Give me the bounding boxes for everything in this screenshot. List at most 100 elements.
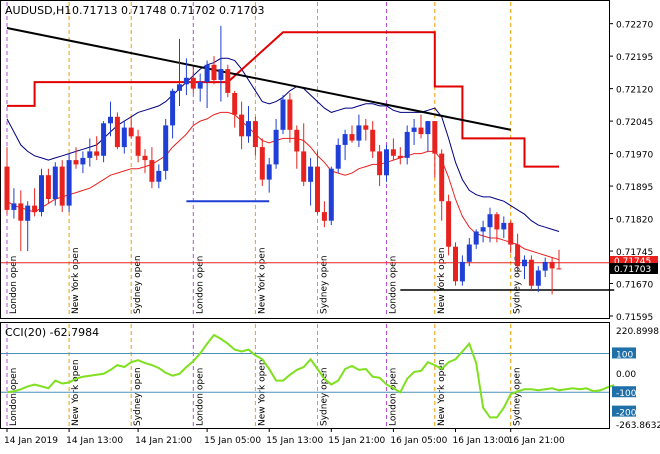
- session-label: New York open: [257, 247, 267, 314]
- current-price-box: 0.71703: [610, 263, 658, 275]
- price-tick-label: 0.71820: [616, 216, 653, 226]
- price-tick-label: 0.71745: [616, 248, 653, 258]
- candle-body: [390, 149, 396, 156]
- candle-body: [321, 212, 327, 221]
- candle-body: [522, 259, 527, 267]
- candle-body: [211, 64, 217, 80]
- marker-price-label: 0.71745: [614, 257, 651, 267]
- price-tick-label: 0.71895: [616, 183, 653, 193]
- candle-body: [52, 166, 58, 200]
- candle-body: [466, 244, 472, 262]
- candle-body: [163, 125, 169, 171]
- ohlc-readout: 0.71713 0.71748 0.71702 0.71703: [72, 4, 264, 17]
- candle-body: [73, 160, 79, 165]
- time-tick-label: 15 Jan 21:00: [328, 436, 385, 446]
- candle-body: [315, 166, 320, 213]
- candle-body: [494, 214, 500, 230]
- candle-body: [384, 149, 389, 176]
- candle-body: [190, 77, 196, 89]
- session-label: Sydney open: [513, 367, 523, 426]
- candle-body: [197, 82, 203, 89]
- candle-body: [87, 151, 93, 158]
- time-tick-label: 14 Jan 13:00: [66, 436, 123, 446]
- cci-tick-label: 100: [616, 350, 633, 360]
- session-label: New York open: [257, 359, 267, 426]
- time-tick-label: 16 Jan 13:00: [453, 436, 510, 446]
- candle-body: [377, 151, 383, 176]
- price-tick-label: 0.72195: [616, 53, 653, 63]
- candle-body: [218, 69, 224, 80]
- candle-body: [18, 203, 24, 221]
- candle-body: [108, 116, 113, 124]
- candle-body: [183, 77, 189, 85]
- candle-body: [528, 259, 534, 286]
- candle-body: [170, 90, 176, 126]
- candle-body: [121, 127, 127, 148]
- candle-body: [4, 166, 10, 210]
- candle-body: [308, 166, 314, 182]
- session-label: London open: [9, 256, 19, 314]
- candle-body: [473, 231, 479, 245]
- price-tick-label: 0.71970: [616, 151, 653, 161]
- candle-body: [232, 93, 238, 115]
- candle-body: [142, 155, 148, 161]
- cci-tick-box: [612, 405, 636, 417]
- time-tick-label: 16 Jan 05:00: [390, 436, 447, 446]
- candle-body: [515, 244, 521, 267]
- candle-body: [204, 64, 210, 83]
- chart-header: AUDUSD,H1 0.71713 0.71748 0.71702 0.7170…: [5, 4, 264, 17]
- session-label: New York open: [437, 247, 447, 314]
- candle-body: [328, 168, 334, 221]
- candle-body: [252, 121, 258, 148]
- candle-body: [45, 175, 51, 199]
- candle-body: [101, 123, 107, 156]
- time-tick-label: 15 Jan 05:00: [204, 436, 261, 446]
- symbol-timeframe: AUDUSD,H1: [5, 4, 71, 17]
- cci-title: CCI(20) -62.7984: [5, 326, 99, 339]
- session-label: New York open: [71, 359, 81, 426]
- kijun-step-line: [7, 31, 559, 168]
- session-label: New York open: [437, 359, 447, 426]
- price-marker-box: 0.71745: [610, 256, 658, 267]
- candle-body: [135, 136, 141, 156]
- cci-tick-box: [612, 386, 636, 398]
- candle-body: [94, 151, 100, 156]
- candle-body: [342, 134, 348, 145]
- trendline[interactable]: [6, 27, 511, 131]
- time-tick-label: 14 Jan 2019: [4, 436, 58, 446]
- price-tick-label: 0.72120: [616, 86, 653, 96]
- candle-body: [542, 261, 548, 271]
- candle-body: [11, 203, 17, 210]
- price-tick-label: 0.72270: [616, 21, 653, 31]
- session-label: London open: [195, 256, 205, 314]
- session-label: Sydney open: [133, 255, 143, 314]
- candle-body: [287, 99, 293, 130]
- candle-body: [177, 84, 182, 91]
- candle-body: [487, 214, 493, 228]
- candle-body: [370, 129, 376, 152]
- candle-body: [149, 160, 155, 182]
- cci-tick-label: -100: [616, 389, 637, 399]
- price-panel-frame: [0, 0, 610, 319]
- session-label: Sydney open: [320, 255, 330, 314]
- candle-body: [349, 134, 355, 141]
- price-tick-label: 0.71595: [616, 313, 653, 323]
- candle-body: [259, 147, 265, 180]
- moving-average-line: [6, 111, 560, 261]
- cci-line: [6, 333, 615, 419]
- session-label: Sydney open: [133, 367, 143, 426]
- cci-tick-label: -200: [616, 409, 637, 419]
- candle-body: [239, 114, 245, 137]
- candle-body: [280, 99, 286, 130]
- price-tick-label: 0.72045: [616, 118, 653, 128]
- candle-body: [294, 129, 300, 152]
- session-label: London open: [389, 256, 399, 314]
- candle-body: [301, 151, 307, 182]
- session-label: London open: [9, 368, 19, 426]
- candle-body: [114, 116, 120, 148]
- candle-body: [66, 160, 72, 206]
- session-label: Sydney open: [320, 367, 330, 426]
